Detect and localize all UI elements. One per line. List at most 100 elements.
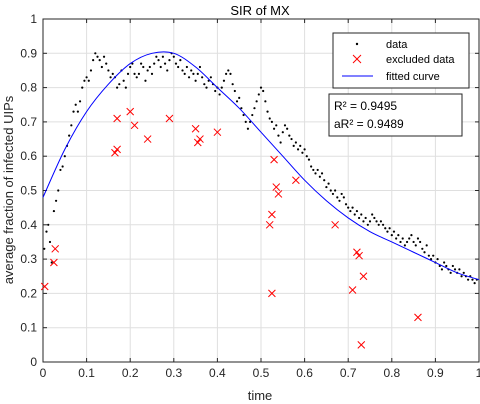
excluded-point	[272, 183, 281, 191]
axis-layer: 0 0.1 0.2 0.3 0.4 0.5 0.6 0.7 0.8 0.9 1 0 0.1 0.2 0.3 0…	[20, 12, 480, 380]
excluded-point	[193, 138, 202, 147]
data-point	[81, 86, 84, 89]
data-point	[401, 237, 404, 240]
data-point	[443, 261, 446, 264]
data-point	[445, 264, 448, 268]
data-point	[292, 144, 295, 148]
data-point	[388, 227, 391, 230]
data-point	[220, 86, 223, 89]
x-tick-label: 0.1	[78, 366, 95, 380]
data-point	[453, 268, 457, 271]
data-point	[451, 264, 454, 268]
data-point	[54, 199, 58, 202]
data-point	[192, 72, 195, 75]
data-point	[57, 189, 60, 192]
data-point	[233, 89, 236, 93]
data-point	[390, 233, 393, 237]
data-point	[83, 79, 86, 82]
data-point	[303, 148, 306, 151]
y-tick-label: 0.5	[20, 184, 37, 198]
legend-data-marker	[355, 42, 359, 46]
data-point	[377, 223, 380, 226]
data-point	[92, 59, 95, 62]
data-point	[342, 196, 345, 199]
data-point	[203, 83, 206, 86]
data-point	[318, 175, 321, 178]
data-point	[111, 72, 114, 75]
data-point	[150, 72, 154, 75]
data-point	[395, 237, 398, 240]
data-point	[416, 237, 420, 240]
data-point	[349, 209, 352, 213]
data-point	[432, 254, 435, 257]
y-tick-label: 0.4	[20, 218, 37, 232]
data-point	[262, 89, 265, 93]
data-point	[336, 196, 339, 199]
legend-fitted-label: fitted curve	[386, 71, 440, 83]
excluded-point	[414, 313, 422, 322]
data-point	[218, 93, 221, 96]
y-tick-label: 0.9	[20, 46, 37, 60]
excluded-point	[274, 190, 283, 198]
data-point	[100, 65, 103, 69]
data-point	[270, 120, 273, 123]
excluded-point	[265, 220, 274, 229]
data-point	[351, 206, 354, 209]
data-point	[449, 271, 452, 274]
data-point	[405, 240, 409, 244]
data-point	[323, 179, 326, 182]
x-tick-label: 0.7	[340, 366, 357, 380]
data-point	[414, 244, 417, 247]
x-tick-label: 0.2	[122, 366, 139, 380]
data-point	[118, 83, 121, 86]
y-tick-label: 0.8	[20, 81, 37, 95]
data-point	[384, 227, 387, 230]
data-point	[105, 62, 108, 65]
data-point	[214, 89, 217, 93]
data-point	[48, 240, 52, 244]
data-point	[408, 237, 411, 240]
data-point	[255, 100, 258, 103]
data-point	[140, 62, 143, 65]
data-point	[458, 268, 461, 271]
data-point	[296, 148, 300, 151]
data-point	[244, 120, 247, 123]
data-point	[375, 220, 378, 223]
data-point	[68, 134, 71, 137]
y-tick-label: 0.2	[20, 286, 37, 300]
data-point	[371, 213, 374, 216]
data-point	[467, 278, 470, 281]
data-point	[272, 127, 276, 130]
data-point	[196, 72, 199, 75]
data-point	[314, 172, 317, 175]
data-point	[179, 59, 182, 62]
excluded-point	[292, 176, 300, 185]
excluded-point	[191, 124, 200, 133]
data-point	[316, 168, 319, 172]
data-point	[312, 168, 315, 172]
excluded-point	[165, 114, 174, 123]
data-point	[126, 72, 130, 75]
data-point	[124, 86, 127, 89]
adjusted-r-squared-label: aR² = 0.9489	[334, 117, 404, 131]
data-point	[286, 127, 289, 130]
data-point	[264, 100, 267, 103]
data-point	[177, 65, 180, 69]
excluded-point	[111, 148, 119, 157]
y-tick-label: 0.7	[20, 115, 37, 129]
data-point	[231, 83, 234, 86]
excluded-point	[353, 248, 361, 257]
excluded-point	[357, 340, 366, 349]
data-point	[78, 100, 82, 103]
data-point	[246, 127, 250, 130]
data-point	[222, 79, 226, 82]
data-point	[392, 230, 396, 233]
data-point	[129, 65, 132, 69]
data-point	[381, 223, 385, 226]
data-point	[334, 189, 337, 192]
data-point	[201, 76, 204, 79]
data-point	[462, 271, 465, 274]
data-point	[331, 192, 335, 196]
data-point	[440, 268, 444, 271]
